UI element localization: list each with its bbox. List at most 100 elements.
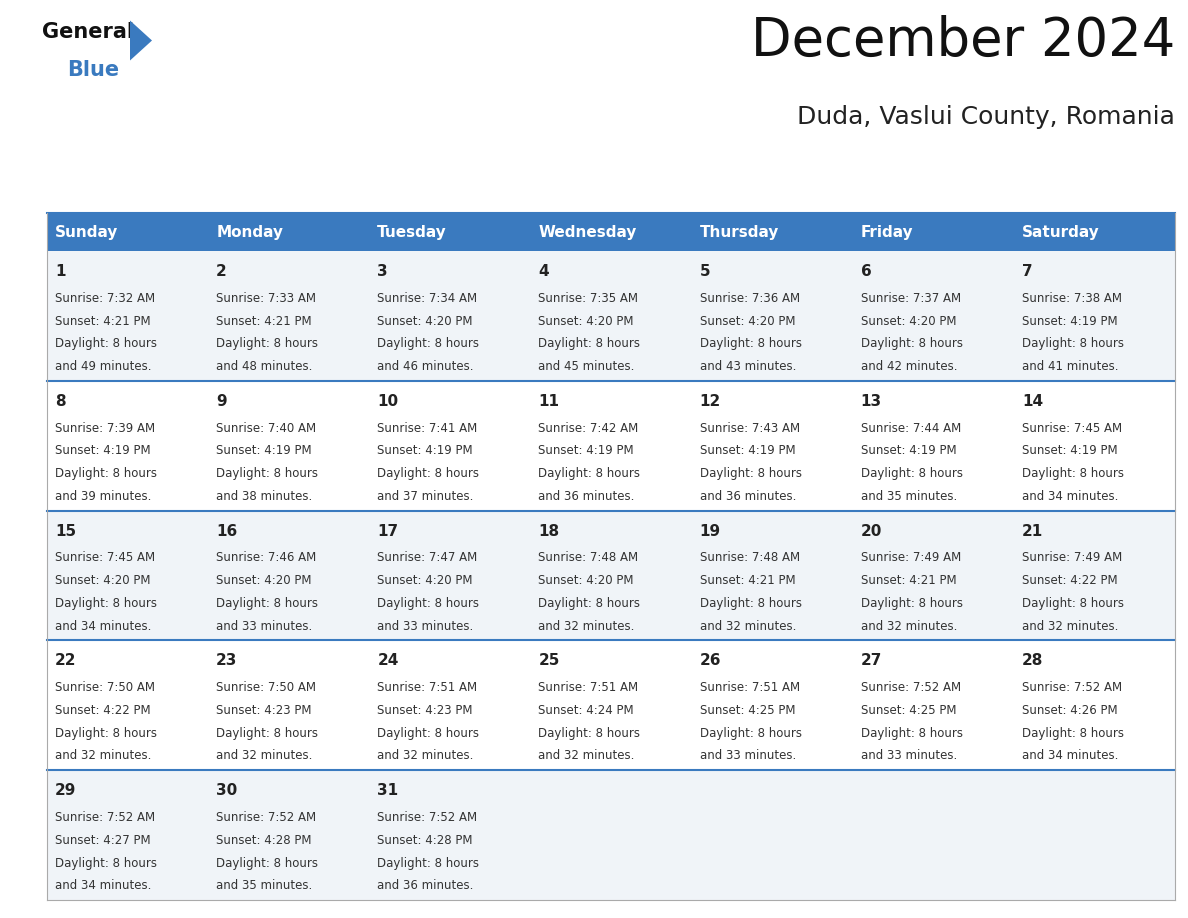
Bar (48, 381, 1175, 510)
Text: Sunrise: 7:52 AM: Sunrise: 7:52 AM (861, 681, 961, 694)
Text: and 32 minutes.: and 32 minutes. (55, 749, 151, 763)
Text: Sunset: 4:21 PM: Sunset: 4:21 PM (700, 574, 795, 588)
Text: Daylight: 8 hours: Daylight: 8 hours (55, 727, 157, 740)
Text: 6: 6 (861, 264, 872, 279)
Text: Sunrise: 7:33 AM: Sunrise: 7:33 AM (216, 292, 316, 305)
Text: Sunset: 4:20 PM: Sunset: 4:20 PM (538, 315, 634, 328)
Text: 2: 2 (216, 264, 227, 279)
Text: Daylight: 8 hours: Daylight: 8 hours (1022, 467, 1124, 480)
Text: 5: 5 (700, 264, 710, 279)
Text: Sunset: 4:23 PM: Sunset: 4:23 PM (216, 704, 311, 717)
Text: Daylight: 8 hours: Daylight: 8 hours (861, 337, 962, 351)
Bar (208, 213, 369, 251)
Text: Sunset: 4:27 PM: Sunset: 4:27 PM (55, 834, 151, 846)
Text: and 34 minutes.: and 34 minutes. (55, 620, 151, 633)
Text: Daylight: 8 hours: Daylight: 8 hours (216, 337, 318, 351)
Text: Duda, Vaslui County, Romania: Duda, Vaslui County, Romania (797, 105, 1175, 129)
Text: and 35 minutes.: and 35 minutes. (216, 879, 312, 892)
Text: 19: 19 (700, 523, 721, 539)
Text: and 35 minutes.: and 35 minutes. (861, 490, 958, 503)
Text: 22: 22 (55, 654, 76, 668)
Text: and 36 minutes.: and 36 minutes. (700, 490, 796, 503)
Text: Tuesday: Tuesday (378, 225, 447, 240)
Text: Daylight: 8 hours: Daylight: 8 hours (378, 597, 479, 610)
Text: and 32 minutes.: and 32 minutes. (1022, 620, 1118, 633)
Text: 7: 7 (1022, 264, 1032, 279)
Text: and 45 minutes.: and 45 minutes. (538, 360, 634, 373)
Text: Sunrise: 7:49 AM: Sunrise: 7:49 AM (1022, 552, 1123, 565)
Text: Sunday: Sunday (55, 225, 119, 240)
Text: and 33 minutes.: and 33 minutes. (378, 620, 474, 633)
Text: 14: 14 (1022, 394, 1043, 409)
Text: Sunrise: 7:45 AM: Sunrise: 7:45 AM (1022, 421, 1121, 435)
Text: Sunrise: 7:39 AM: Sunrise: 7:39 AM (55, 421, 156, 435)
Text: Sunrise: 7:32 AM: Sunrise: 7:32 AM (55, 292, 156, 305)
Text: and 46 minutes.: and 46 minutes. (378, 360, 474, 373)
Text: Daylight: 8 hours: Daylight: 8 hours (378, 856, 479, 869)
Text: Sunrise: 7:48 AM: Sunrise: 7:48 AM (538, 552, 639, 565)
Text: 11: 11 (538, 394, 560, 409)
Bar (48, 641, 1175, 770)
Text: Saturday: Saturday (1022, 225, 1100, 240)
Text: Sunset: 4:20 PM: Sunset: 4:20 PM (378, 315, 473, 328)
Bar (1013, 213, 1175, 251)
Text: 26: 26 (700, 654, 721, 668)
Text: Blue: Blue (67, 60, 119, 80)
Bar (853, 213, 1013, 251)
Text: Sunset: 4:23 PM: Sunset: 4:23 PM (378, 704, 473, 717)
Text: Sunset: 4:19 PM: Sunset: 4:19 PM (861, 444, 956, 457)
Text: Daylight: 8 hours: Daylight: 8 hours (216, 856, 318, 869)
Text: Daylight: 8 hours: Daylight: 8 hours (378, 467, 479, 480)
Text: Daylight: 8 hours: Daylight: 8 hours (538, 597, 640, 610)
Text: Daylight: 8 hours: Daylight: 8 hours (861, 727, 962, 740)
Text: 30: 30 (216, 783, 238, 798)
Text: and 34 minutes.: and 34 minutes. (55, 879, 151, 892)
Text: Daylight: 8 hours: Daylight: 8 hours (216, 467, 318, 480)
Text: 29: 29 (55, 783, 76, 798)
Text: Wednesday: Wednesday (538, 225, 637, 240)
Text: Sunset: 4:19 PM: Sunset: 4:19 PM (55, 444, 151, 457)
Text: Sunset: 4:20 PM: Sunset: 4:20 PM (216, 574, 311, 588)
Text: Daylight: 8 hours: Daylight: 8 hours (861, 467, 962, 480)
Text: Sunset: 4:20 PM: Sunset: 4:20 PM (55, 574, 151, 588)
Text: and 34 minutes.: and 34 minutes. (1022, 749, 1118, 763)
Text: and 32 minutes.: and 32 minutes. (700, 620, 796, 633)
Text: and 32 minutes.: and 32 minutes. (861, 620, 958, 633)
Text: General: General (42, 22, 134, 42)
Text: Daylight: 8 hours: Daylight: 8 hours (700, 467, 802, 480)
Text: Sunrise: 7:45 AM: Sunrise: 7:45 AM (55, 552, 156, 565)
Text: Daylight: 8 hours: Daylight: 8 hours (861, 597, 962, 610)
Text: 20: 20 (861, 523, 883, 539)
Text: Sunrise: 7:52 AM: Sunrise: 7:52 AM (55, 812, 156, 824)
Text: Daylight: 8 hours: Daylight: 8 hours (1022, 727, 1124, 740)
Text: December 2024: December 2024 (751, 15, 1175, 67)
Text: and 48 minutes.: and 48 minutes. (216, 360, 312, 373)
Text: Daylight: 8 hours: Daylight: 8 hours (55, 467, 157, 480)
Text: 21: 21 (1022, 523, 1043, 539)
Text: Sunset: 4:24 PM: Sunset: 4:24 PM (538, 704, 634, 717)
Text: and 38 minutes.: and 38 minutes. (216, 490, 312, 503)
Text: Sunset: 4:19 PM: Sunset: 4:19 PM (700, 444, 795, 457)
Text: Sunset: 4:22 PM: Sunset: 4:22 PM (1022, 574, 1118, 588)
Text: Daylight: 8 hours: Daylight: 8 hours (378, 337, 479, 351)
Text: 17: 17 (378, 523, 398, 539)
Text: Sunrise: 7:51 AM: Sunrise: 7:51 AM (700, 681, 800, 694)
Text: and 33 minutes.: and 33 minutes. (216, 620, 312, 633)
Text: Sunset: 4:28 PM: Sunset: 4:28 PM (378, 834, 473, 846)
Text: 9: 9 (216, 394, 227, 409)
Bar (530, 213, 691, 251)
Text: and 49 minutes.: and 49 minutes. (55, 360, 152, 373)
Text: Sunset: 4:22 PM: Sunset: 4:22 PM (55, 704, 151, 717)
Text: Daylight: 8 hours: Daylight: 8 hours (700, 727, 802, 740)
Text: Sunset: 4:19 PM: Sunset: 4:19 PM (1022, 444, 1118, 457)
Text: Sunrise: 7:35 AM: Sunrise: 7:35 AM (538, 292, 638, 305)
Text: Sunrise: 7:52 AM: Sunrise: 7:52 AM (1022, 681, 1121, 694)
Text: and 32 minutes.: and 32 minutes. (378, 749, 474, 763)
Text: Daylight: 8 hours: Daylight: 8 hours (538, 467, 640, 480)
Text: Sunset: 4:20 PM: Sunset: 4:20 PM (538, 574, 634, 588)
Text: Monday: Monday (216, 225, 283, 240)
Text: Sunrise: 7:42 AM: Sunrise: 7:42 AM (538, 421, 639, 435)
Text: Sunset: 4:26 PM: Sunset: 4:26 PM (1022, 704, 1118, 717)
Text: Daylight: 8 hours: Daylight: 8 hours (700, 597, 802, 610)
Text: Sunset: 4:21 PM: Sunset: 4:21 PM (861, 574, 956, 588)
